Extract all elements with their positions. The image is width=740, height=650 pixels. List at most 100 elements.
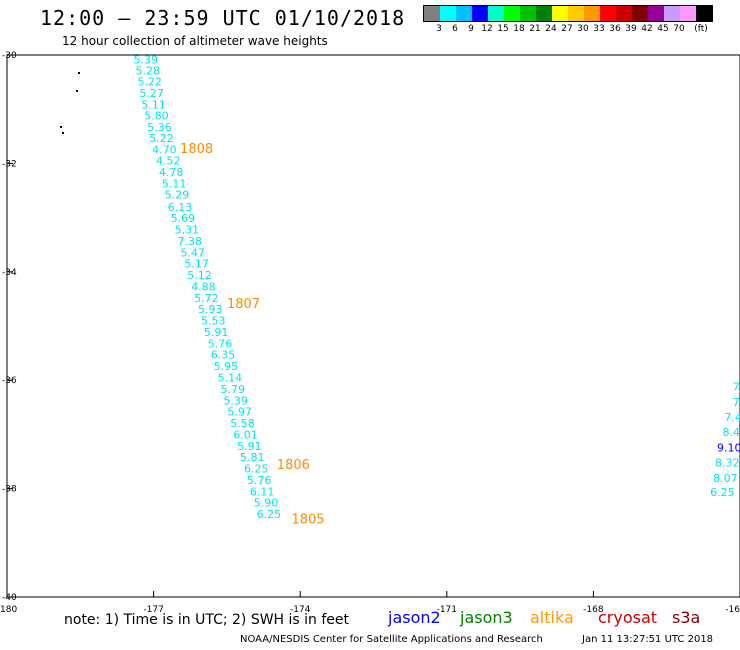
- wave-height-label: 5.12: [187, 269, 212, 282]
- wave-height-label: 5.95: [214, 360, 239, 373]
- wave-height-label: 5.36: [147, 121, 172, 134]
- time-label: 1807: [227, 297, 260, 312]
- footer-credit: NOAA/NESDIS Center for Satellite Applica…: [240, 634, 543, 645]
- wave-height-label: 6.01: [233, 428, 258, 441]
- colorbar-legend: 3 6 9 12 15 18 21 24 27 30 33 36 39 42 45 70 (ft): [423, 5, 713, 36]
- wave-height-label: 5.39: [223, 394, 248, 407]
- wave-height-label: 5.69: [171, 212, 196, 225]
- wave-height-label: 5.79: [221, 383, 246, 396]
- wave-height-label: 5.39: [134, 53, 159, 66]
- x-tick-label: -177: [143, 605, 163, 615]
- y-tick-label: -32: [2, 159, 17, 169]
- colorbar-swatch: [632, 6, 648, 21]
- y-tick-label: -40: [2, 593, 17, 603]
- wave-height-label: 7: [733, 396, 740, 409]
- wave-height-label: 8.32: [715, 457, 740, 470]
- satellite-jason3: jason3: [460, 608, 513, 627]
- colorbar-swatch: [680, 6, 696, 21]
- x-tick-label: -180: [0, 605, 17, 615]
- wave-height-label: 5.90: [254, 497, 279, 510]
- colorbar-swatch: [568, 6, 584, 21]
- colorbar-label: 30: [577, 24, 589, 34]
- y-tick-label: -34: [2, 268, 17, 278]
- colorbar-swatch: [584, 6, 600, 21]
- colorbar-swatch: [600, 6, 616, 21]
- wave-height-label: 5.27: [139, 87, 164, 100]
- wave-height-label: 4.52: [156, 155, 181, 168]
- colorbar-labels: 3 6 9 12 15 18 21 24 27 30 33 36 39 42 45 70 (ft): [423, 22, 713, 36]
- land-speck: [78, 72, 80, 74]
- wave-height-label: 6.25: [257, 508, 282, 521]
- colorbar-swatch: [520, 6, 536, 21]
- wave-height-label: 5.11: [162, 177, 187, 190]
- wave-height-label: 6.35: [211, 349, 236, 362]
- colorbar-label: 45: [657, 24, 669, 34]
- x-tick-label: -171: [437, 605, 457, 615]
- plot-frame: [6, 54, 740, 598]
- wave-height-label: 5.11: [141, 98, 166, 111]
- y-tick-label: -38: [2, 485, 17, 495]
- colorbar-label: 24: [545, 24, 557, 34]
- colorbar-swatch: [440, 6, 456, 21]
- wave-height-label: 7.4: [724, 411, 740, 424]
- colorbar-swatch: [536, 6, 552, 21]
- colorbar-label: 42: [641, 24, 653, 34]
- x-tick-label: -16: [725, 605, 740, 615]
- colorbar-swatch: [488, 6, 504, 21]
- wave-height-label: 6.13: [168, 201, 193, 214]
- x-tick-label: -168: [583, 605, 604, 615]
- wave-height-label: 6.11: [250, 485, 275, 498]
- wave-height-label: 5.47: [180, 246, 205, 259]
- colorbar-label: 12: [481, 24, 493, 34]
- wave-height-label: 5.53: [201, 315, 226, 328]
- colorbar-swatch: [696, 6, 712, 21]
- y-tick-label: -30: [2, 51, 17, 61]
- satellite-cryosat: cryosat: [598, 608, 658, 627]
- land-speck: [62, 132, 64, 134]
- wave-height-label: 5.91: [204, 326, 229, 339]
- colorbar-label: 15: [497, 24, 509, 34]
- wave-height-label: 6.25: [710, 486, 735, 499]
- x-tick-label: -174: [290, 605, 311, 615]
- wave-height-label: 5.28: [135, 65, 160, 78]
- satellite-altika: altika: [530, 608, 574, 627]
- wave-height-label: 5.17: [184, 258, 209, 271]
- colorbar-label: 39: [625, 24, 637, 34]
- wave-height-label: 5.76: [208, 337, 233, 350]
- colorbar-label: 3: [436, 24, 442, 34]
- time-label: 1808: [180, 142, 213, 157]
- colorbar-swatch: [472, 6, 488, 21]
- page-subtitle: 12 hour collection of altimeter wave hei…: [62, 34, 328, 48]
- land-speck: [76, 90, 78, 92]
- colorbar-label: (ft): [694, 24, 708, 34]
- wave-height-label: 7: [733, 381, 740, 394]
- colorbar-label: 18: [513, 24, 525, 34]
- wave-height-label: 5.29: [165, 188, 190, 201]
- wave-height-label: 5.91: [237, 440, 262, 453]
- land-speck: [60, 126, 62, 128]
- colorbar-swatch: [504, 6, 520, 21]
- time-label: 1806: [277, 458, 310, 473]
- wave-height-label: 4.78: [159, 166, 184, 179]
- colorbar-label: 21: [529, 24, 541, 34]
- colorbar-swatch: [648, 6, 664, 21]
- colorbar-swatch: [664, 6, 680, 21]
- wave-height-label: 5.22: [137, 76, 162, 89]
- wave-height-label: 5.93: [198, 303, 223, 316]
- wave-height-label: 5.80: [144, 110, 169, 123]
- wave-height-label: 6.25: [244, 463, 269, 476]
- colorbar-swatch: [456, 6, 472, 21]
- wave-height-label: 5.31: [175, 224, 200, 237]
- colorbar-label: 9: [468, 24, 474, 34]
- wave-height-label: 4.88: [191, 280, 216, 293]
- wave-height-label: 5.72: [194, 292, 219, 305]
- satellite-jason2: jason2: [388, 608, 441, 627]
- wave-height-label: 8.07: [713, 472, 738, 485]
- wave-height-label: 5.97: [227, 406, 252, 419]
- wave-height-label: 5.14: [218, 371, 243, 384]
- colorbar-label: 70: [673, 24, 685, 34]
- colorbar-label: 33: [593, 24, 605, 34]
- wave-height-label: 5.76: [247, 474, 272, 487]
- colorbar: [423, 5, 713, 22]
